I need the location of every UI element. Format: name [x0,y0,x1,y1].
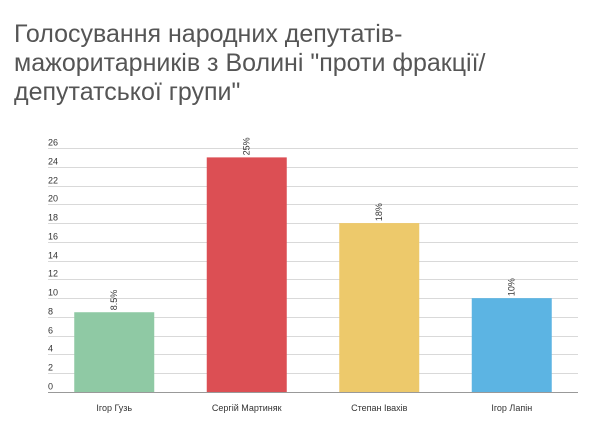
y-tick-label: 4 [48,344,53,354]
chart-title-line-1: Голосування народних депутатів- [14,20,403,48]
y-tick-label: 20 [48,194,58,204]
data-label: 25% [242,137,252,155]
y-tick-label: 0 [48,382,53,392]
y-tick-label: 16 [48,232,58,242]
y-tick-label: 26 [48,138,58,148]
y-tick-label: 2 [48,363,53,373]
x-axis-labels: Ігор Гузь Сергій Мартиняк Степан Івахів Іго… [96,403,532,413]
bar [74,312,155,392]
chart-title: Голосування народних депутатів- мажорита… [14,20,584,107]
x-category-label: Ігор Гузь [96,403,132,413]
y-tick-label: 14 [48,251,58,261]
y-tick-label: 6 [48,326,53,336]
bar [206,157,287,392]
y-tick-label: 8 [48,307,53,317]
data-labels: 8.5% 25% 18% 10% [109,137,517,310]
y-tick-label: 24 [48,157,58,167]
data-label: 10% [507,278,517,296]
chart-title-line-3: депутатської групи" [14,78,241,106]
y-tick-label: 22 [48,176,58,186]
data-label: 18% [374,203,384,221]
x-category-label: Сергій Мартиняк [212,403,282,413]
bar [471,298,552,392]
bar [339,223,420,392]
data-label: 8.5% [109,290,119,311]
x-category-label: Степан Івахів [351,403,408,413]
x-category-label: Ігор Лапін [491,403,532,413]
y-tick-label: 10 [48,288,58,298]
y-tick-label: 18 [48,213,58,223]
chart-title-line-2: мажоритарників з Волині "проти фракції/ [14,49,486,77]
bars [74,157,552,392]
y-tick-label: 12 [48,269,58,279]
